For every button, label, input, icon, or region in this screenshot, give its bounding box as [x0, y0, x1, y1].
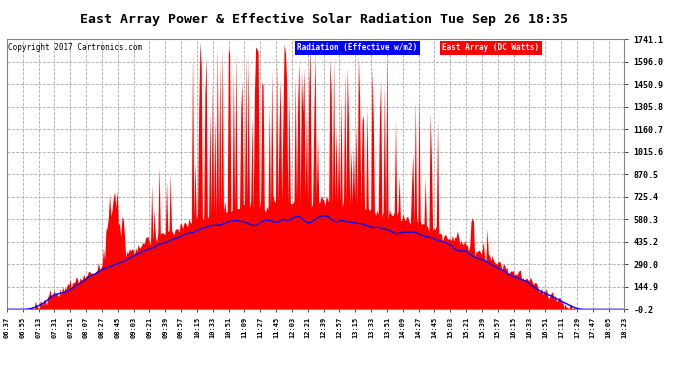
Text: Radiation (Effective w/m2): Radiation (Effective w/m2) [297, 44, 417, 52]
Text: East Array (DC Watts): East Array (DC Watts) [442, 44, 540, 52]
Text: East Array Power & Effective Solar Radiation Tue Sep 26 18:35: East Array Power & Effective Solar Radia… [80, 13, 569, 26]
Text: Copyright 2017 Cartronics.com: Copyright 2017 Cartronics.com [8, 44, 142, 52]
